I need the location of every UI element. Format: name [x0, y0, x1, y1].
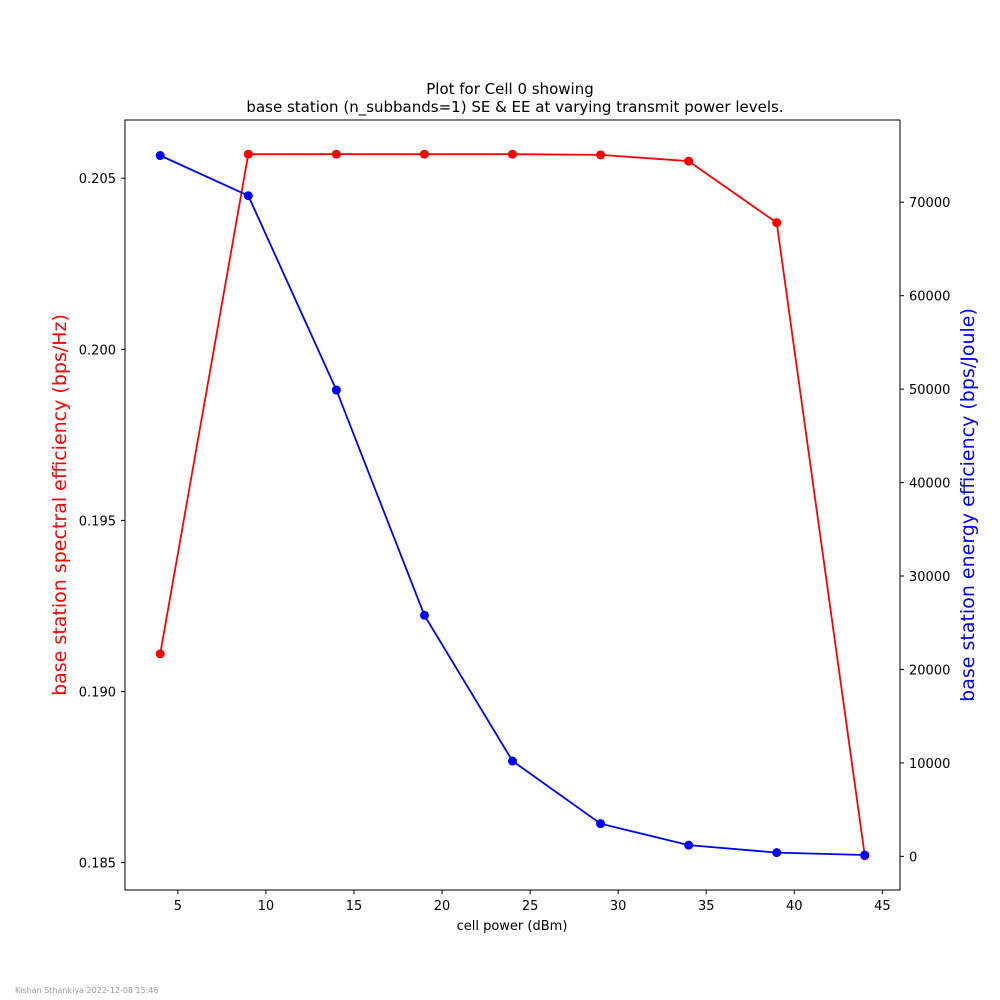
- energy-efficiency-line: [159, 154, 865, 856]
- spectral-efficiency-point: [596, 150, 606, 160]
- y-right-tick-label: 50000: [909, 383, 950, 398]
- energy-efficiency-point: [596, 819, 606, 829]
- y-right-tick-label: 0: [909, 850, 917, 865]
- y-axis-right-label: base station energy efficiency (bps/Joul…: [957, 308, 979, 702]
- y-right-tick-label: 30000: [909, 570, 950, 585]
- spectral-efficiency-point: [508, 149, 517, 159]
- energy-efficiency-point: [155, 151, 165, 161]
- energy-efficiency-point: [684, 840, 694, 850]
- energy-efficiency-point: [243, 191, 253, 201]
- y-right-tick-label: 40000: [909, 477, 950, 492]
- y-right-tick-label: 20000: [909, 663, 950, 678]
- energy-efficiency-point: [508, 756, 517, 766]
- spectral-efficiency-point: [684, 156, 694, 166]
- energy-efficiency-point: [331, 385, 341, 395]
- chart-title-line-1: Plot for Cell 0 showing: [426, 80, 594, 98]
- axes-frame: [124, 119, 901, 891]
- x-tick-label: 35: [698, 899, 715, 914]
- spectral-efficiency-point: [155, 649, 165, 659]
- energy-efficiency-point: [772, 848, 782, 858]
- x-tick-label: 15: [346, 899, 363, 914]
- footer-credit: Kishan Sthankiya 2022-12-08 15:46: [15, 986, 159, 995]
- x-tick-label: 30: [610, 899, 627, 914]
- x-tick-label: 25: [522, 899, 539, 914]
- x-axis-label: cell power (dBm): [457, 919, 568, 934]
- energy-efficiency-point: [860, 850, 870, 860]
- spectral-efficiency-point: [331, 149, 341, 159]
- y-right-tick-label: 60000: [909, 290, 950, 305]
- y-right-tick-label: 10000: [909, 757, 950, 772]
- y-right-tick-label: 70000: [909, 196, 950, 211]
- spectral-efficiency-line: [159, 153, 866, 856]
- y-left-tick-label: 0.200: [79, 343, 116, 358]
- plot-area: 5 10 15 20 25 30 35 40 45 0.185 0.190 0.195 0.200 0.2…: [79, 149, 950, 914]
- y-left-tick-label: 0.185: [79, 857, 116, 872]
- spectral-efficiency-point: [243, 149, 253, 159]
- x-tick-label: 5: [174, 899, 182, 914]
- chart-title-line-2: base station (n_subbands=1) SE & EE at v…: [246, 98, 783, 117]
- x-tick-label: 20: [434, 899, 451, 914]
- spectral-efficiency-point: [772, 218, 782, 228]
- spectral-efficiency-point: [419, 149, 429, 159]
- y-axis-left-label: base station spectral efficiency (bps/Hz…: [49, 314, 71, 696]
- y-left-tick-label: 0.205: [79, 172, 116, 187]
- x-tick-label: 10: [258, 899, 275, 914]
- x-tick-label: 45: [874, 899, 891, 914]
- y-left-tick-label: 0.190: [79, 686, 116, 701]
- y-left-tick-label: 0.195: [79, 514, 116, 529]
- energy-efficiency-point: [419, 610, 429, 620]
- x-tick-label: 40: [786, 899, 803, 914]
